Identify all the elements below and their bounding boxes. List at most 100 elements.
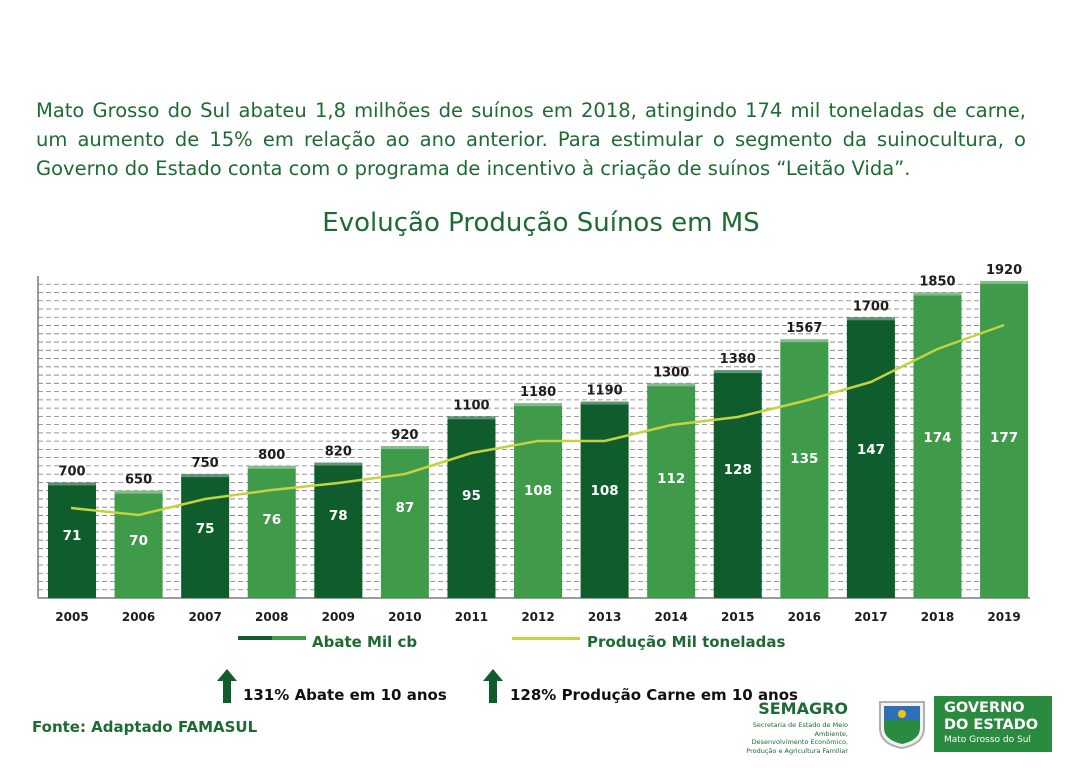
bar-value-label: 1700 — [853, 299, 889, 314]
chart-title: Evolução Produção Suínos em MS — [322, 208, 760, 238]
bar-2010 — [380, 446, 429, 598]
x-tick-label: 2005 — [55, 610, 88, 624]
bar-value-label: 1180 — [520, 385, 556, 400]
production-value-label: 70 — [129, 533, 148, 549]
bar-top-highlight — [514, 403, 563, 407]
bar-value-label: 1920 — [986, 263, 1022, 278]
bar-top-highlight — [913, 292, 962, 296]
bar-value-label: 1850 — [919, 275, 955, 290]
bar-value-label: 920 — [391, 428, 418, 443]
bar-top-highlight — [380, 446, 429, 450]
bar-2015 — [713, 370, 762, 598]
bar-value-label: 1100 — [453, 398, 489, 413]
production-value-label: 76 — [262, 512, 281, 528]
bar-2007 — [181, 474, 230, 598]
production-value-label: 75 — [196, 521, 215, 537]
bar-2014 — [647, 383, 696, 598]
bar-2017 — [846, 317, 895, 598]
production-value-label: 147 — [857, 442, 885, 458]
x-tick-label: 2018 — [921, 610, 954, 624]
production-value-label: 112 — [657, 471, 685, 487]
source-note: Fonte: Adaptado FAMASUL — [32, 718, 258, 736]
production-value-label: 177 — [990, 430, 1018, 446]
bar-2006 — [114, 490, 163, 598]
x-tick-label: 2016 — [788, 610, 821, 624]
bar-value-label: 1190 — [587, 383, 623, 398]
up-arrow-icon — [483, 669, 503, 703]
bar-value-label: 700 — [58, 464, 85, 479]
bar-top-highlight — [713, 370, 762, 374]
bar-top-highlight — [846, 317, 895, 321]
legend-label-producao: Produção Mil toneladas — [587, 633, 786, 651]
production-value-label: 135 — [790, 451, 818, 467]
production-value-label: 108 — [524, 483, 552, 499]
bar-2019 — [980, 280, 1029, 598]
bar-top-highlight — [980, 280, 1029, 284]
government-badge: GOVERNO DO ESTADO Mato Grosso do Sul — [934, 696, 1052, 752]
x-tick-label: 2017 — [854, 610, 887, 624]
x-tick-label: 2011 — [455, 610, 488, 624]
up-arrow-icon — [217, 669, 237, 703]
state-seal-icon — [879, 701, 925, 750]
intro-paragraph: Mato Grosso do Sul abateu 1,8 milhões de… — [36, 99, 1026, 180]
government-logo: GOVERNO DO ESTADO Mato Grosso do Sul — [872, 696, 1052, 752]
production-value-label: 87 — [395, 500, 414, 516]
legend-swatch-producao — [512, 637, 580, 640]
bar-2011 — [447, 416, 496, 598]
bar-value-label: 750 — [192, 456, 219, 471]
x-tick-label: 2008 — [255, 610, 288, 624]
bar-value-label: 1380 — [720, 352, 756, 367]
bar-value-label: 1567 — [786, 321, 822, 336]
legend-label-abate: Abate Mil cb — [312, 633, 418, 651]
bar-top-highlight — [114, 490, 163, 494]
semagro-name: SEMAGRO — [758, 699, 848, 718]
bar-top-highlight — [48, 482, 96, 486]
bar-2005 — [48, 482, 96, 598]
chart-bars — [48, 280, 1029, 598]
government-line-3: Mato Grosso do Sul — [944, 735, 1031, 745]
x-tick-label: 2007 — [188, 610, 221, 624]
x-tick-label: 2012 — [521, 610, 554, 624]
production-value-label: 71 — [63, 528, 82, 544]
bar-2012 — [514, 403, 563, 598]
semagro-subtitle-line: Secretaria de Estado de Meio Ambiente, — [752, 721, 848, 738]
government-line-1: GOVERNO — [944, 700, 1025, 716]
x-tick-label: 2019 — [987, 610, 1020, 624]
government-line-2: DO ESTADO — [944, 717, 1039, 733]
bar-top-highlight — [314, 462, 363, 466]
chart-labels: 700 2005 650 2006 750 2007 800 2008 820 2009 920 20… — [55, 263, 1022, 624]
bar-top-highlight — [647, 383, 696, 387]
bar-2008 — [247, 465, 296, 598]
bar-value-label: 1300 — [653, 365, 689, 380]
bar-value-label: 800 — [258, 448, 285, 463]
production-value-label: 78 — [329, 508, 348, 524]
x-tick-label: 2014 — [654, 610, 687, 624]
bar-top-highlight — [247, 465, 296, 469]
semagro-subtitle-line: Produção e Agricultura Familiar — [746, 746, 848, 755]
x-tick-label: 2006 — [122, 610, 155, 624]
x-tick-label: 2009 — [322, 610, 355, 624]
production-line-layer — [70, 323, 1005, 517]
semagro-subtitle-line: Desenvolvimento Econômico, — [751, 738, 848, 746]
bar-value-label: 650 — [125, 473, 152, 488]
stat-abate-growth: 131% Abate em 10 anos — [243, 686, 447, 704]
x-tick-label: 2013 — [588, 610, 621, 624]
bar-top-highlight — [447, 416, 496, 420]
bar-2013 — [580, 401, 629, 598]
chart-legend-swatches — [238, 636, 580, 640]
production-value-label: 174 — [923, 430, 951, 446]
bar-top-highlight — [580, 401, 629, 405]
production-value-label: 108 — [591, 483, 619, 499]
production-value-label: 128 — [724, 462, 752, 478]
stat-producao-growth: 128% Produção Carne em 10 anos — [510, 686, 798, 704]
x-tick-label: 2015 — [721, 610, 754, 624]
bar-value-label: 820 — [325, 445, 352, 460]
production-value-label: 95 — [462, 488, 481, 504]
bar-top-highlight — [780, 339, 829, 343]
bar-line-chart: 700 2005 650 2006 750 2007 800 2008 820 2009 920 20… — [37, 263, 1030, 640]
x-tick-label: 2010 — [388, 610, 421, 624]
semagro-subtitle: Secretaria de Estado de Meio Ambiente, D… — [730, 721, 848, 755]
bar-top-highlight — [181, 474, 230, 478]
legend-swatch-abate-light — [272, 636, 306, 640]
bar-2016 — [780, 339, 829, 598]
